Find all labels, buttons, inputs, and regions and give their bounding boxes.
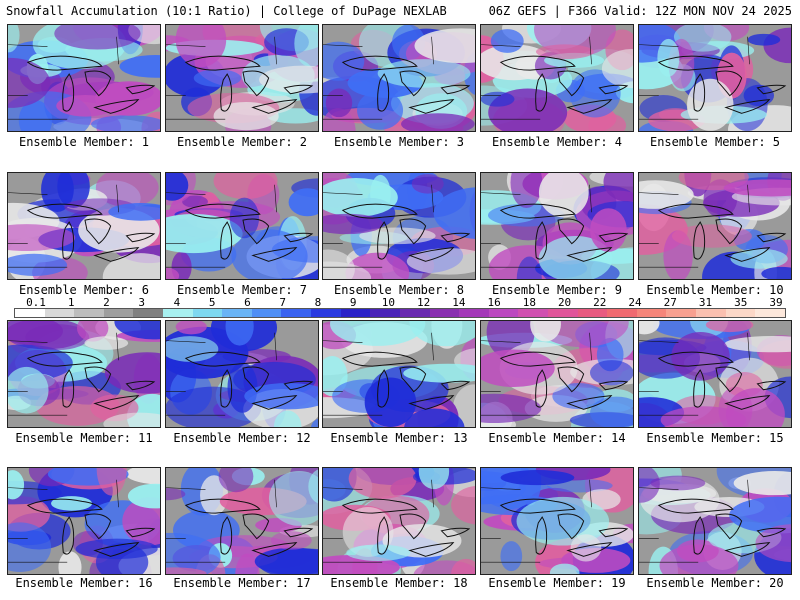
legend-swatch: [636, 309, 667, 317]
ensemble-member-label: Ensemble Member: 13: [330, 431, 468, 445]
ensemble-map-11: [7, 320, 161, 428]
legend-tick-label: 4: [173, 296, 181, 309]
ensemble-map-17: [165, 467, 319, 575]
legend-tick-label: 8: [314, 296, 322, 309]
legend-swatch: [666, 309, 697, 317]
ensemble-map-12: [165, 320, 319, 428]
ensemble-map-10: [638, 172, 792, 280]
legend-swatch: [488, 309, 519, 317]
ensemble-member-label: Ensemble Member: 11: [15, 431, 153, 445]
ensemble-member-label: Ensemble Member: 12: [173, 431, 311, 445]
legend-swatch: [399, 309, 430, 317]
ensemble-member-label: Ensemble Member: 1: [18, 135, 150, 149]
ensemble-map-18: [322, 467, 476, 575]
legend-tick-label: 2: [103, 296, 110, 309]
legend-swatch: [251, 309, 282, 317]
ensemble-member-label: Ensemble Member: 15: [646, 431, 784, 445]
legend-swatch: [696, 309, 726, 317]
ensemble-member-label: Ensemble Member: 14: [488, 431, 626, 445]
ensemble-member-label: Ensemble Member: 5: [649, 135, 781, 149]
ensemble-member-label: Ensemble Member: 16: [15, 576, 153, 590]
legend-swatch: [192, 309, 223, 317]
ensemble-map-16: [7, 467, 161, 575]
legend-swatch: [281, 309, 312, 317]
ensemble-member-label: Ensemble Member: 18: [330, 576, 468, 590]
legend-swatch: [340, 309, 371, 317]
legend-swatch: [222, 309, 252, 317]
title-left: Snowfall Accumulation (10:1 Ratio) | Col…: [6, 4, 447, 18]
ensemble-map-3: [322, 24, 476, 132]
ensemble-map-6: [7, 172, 161, 280]
legend-tick-label: 10: [381, 296, 395, 309]
legend-tick-label: 31: [698, 296, 713, 309]
ensemble-map-4: [480, 24, 634, 132]
legend-swatch: [163, 309, 193, 317]
legend-labels: 0.1 1 2 3 4 5 6 7 8 9 10 12 14 16 18 20 22 24 27 31 35 39: [14, 296, 786, 309]
legend-tick-label: 14: [452, 296, 466, 309]
legend-tick-label: 0.1: [26, 296, 46, 309]
legend-swatch: [518, 309, 548, 317]
legend-tick-label: 22: [593, 296, 607, 309]
legend-swatch: [44, 309, 75, 317]
ensemble-member-label: Ensemble Member: 6: [18, 283, 150, 297]
legend-swatch: [370, 309, 400, 317]
ensemble-map-15: [638, 320, 792, 428]
ensemble-member-label: Ensemble Member: 4: [491, 135, 623, 149]
legend-swatch: [133, 309, 164, 317]
legend-swatch: [103, 309, 134, 317]
legend-tick-label: 20: [557, 296, 572, 309]
legend-swatch: [755, 309, 785, 317]
ensemble-member-label: Ensemble Member: 2: [176, 135, 308, 149]
ensemble-map-1: [7, 24, 161, 132]
ensemble-member-label: Ensemble Member: 7: [176, 283, 308, 297]
snowfall-color-legend: [14, 308, 786, 318]
ensemble-member-label: Ensemble Member: 20: [646, 576, 784, 590]
ensemble-member-label: Ensemble Member: 9: [491, 283, 623, 297]
legend-tick-label: 39: [769, 296, 783, 309]
legend-swatch: [74, 309, 104, 317]
legend-tick-label: 18: [522, 296, 536, 309]
legend-tick-label: 6: [244, 296, 251, 309]
legend-swatch: [725, 309, 756, 317]
legend-swatch: [547, 309, 578, 317]
legend-tick-label: 24: [628, 296, 642, 309]
ensemble-map-13: [322, 320, 476, 428]
legend-swatch: [311, 309, 341, 317]
title-right: 06Z GEFS | F366 Valid: 12Z MON NOV 24 20…: [488, 4, 792, 18]
legend-tick-label: 12: [416, 296, 431, 309]
legend-swatch: [607, 309, 637, 317]
legend-tick-label: 9: [349, 296, 357, 309]
ensemble-member-label: Ensemble Member: 17: [173, 576, 311, 590]
ensemble-map-14: [480, 320, 634, 428]
ensemble-map-2: [165, 24, 319, 132]
ensemble-map-8: [322, 172, 476, 280]
legend-tick-label: 27: [663, 296, 677, 309]
ensemble-map-9: [480, 172, 634, 280]
ensemble-member-label: Ensemble Member: 10: [646, 283, 784, 297]
legend-tick-label: 1: [67, 296, 75, 309]
legend-tick-label: 7: [279, 296, 286, 309]
ensemble-map-5: [638, 24, 792, 132]
ensemble-map-20: [638, 467, 792, 575]
legend-swatch: [429, 309, 460, 317]
legend-tick-label: 3: [138, 296, 146, 309]
legend-swatch: [15, 309, 45, 317]
ensemble-map-7: [165, 172, 319, 280]
legend-tick-label: 16: [487, 296, 501, 309]
ensemble-member-label: Ensemble Member: 19: [488, 576, 626, 590]
legend-swatch: [577, 309, 608, 317]
ensemble-member-label: Ensemble Member: 8: [333, 283, 465, 297]
legend-tick-label: 5: [208, 296, 216, 309]
ensemble-map-19: [480, 467, 634, 575]
legend-swatch: [459, 309, 489, 317]
legend-tick-label: 35: [734, 296, 748, 309]
ensemble-member-label: Ensemble Member: 3: [333, 135, 465, 149]
